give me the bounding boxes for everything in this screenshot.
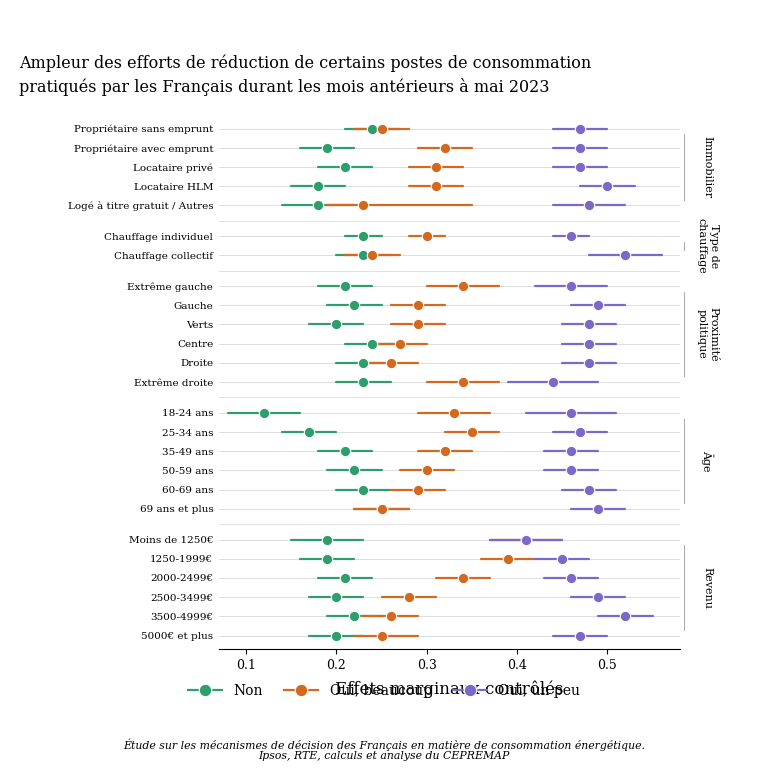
Text: Revenu: Revenu bbox=[703, 567, 713, 608]
Legend: Non, Oui, beaucoup, Oui, un peu: Non, Oui, beaucoup, Oui, un peu bbox=[182, 678, 586, 703]
X-axis label: Effets marginaux contrôlés: Effets marginaux contrôlés bbox=[335, 680, 564, 697]
Text: Immobilier: Immobilier bbox=[703, 136, 713, 198]
Text: Ampleur des efforts de réduction de certains postes de consommation
pratiqués pa: Ampleur des efforts de réduction de cert… bbox=[19, 55, 591, 96]
Text: Type de
chauffage: Type de chauffage bbox=[697, 218, 719, 273]
Text: Étude sur les mécanismes de décision des Français en matière de consommation éne: Étude sur les mécanismes de décision des… bbox=[123, 739, 645, 751]
Text: Âge: Âge bbox=[701, 450, 714, 472]
Text: Proximité
politique: Proximité politique bbox=[697, 306, 719, 362]
Text: Ipsos, RTE, calculs et analyse du CEPREMAP: Ipsos, RTE, calculs et analyse du CEPREM… bbox=[258, 751, 510, 761]
